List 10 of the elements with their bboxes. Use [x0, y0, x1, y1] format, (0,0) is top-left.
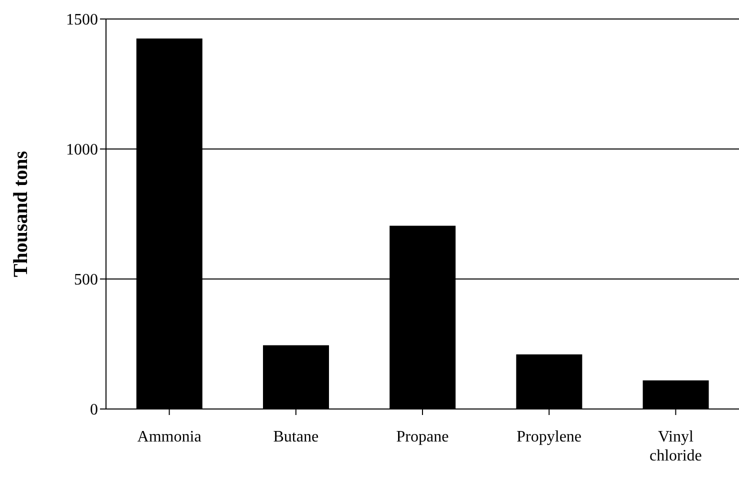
x-tick-label: Butane: [273, 428, 319, 446]
y-tick-label: 0: [90, 402, 98, 419]
y-tick-label: 1500: [66, 12, 98, 29]
y-tick-label: 500: [74, 272, 98, 289]
y-axis-title: Thousand tons: [10, 150, 32, 278]
y-tick-label: 1000: [66, 142, 98, 159]
x-tick-label: Propane: [396, 428, 449, 446]
x-tick-label: Ammonia: [137, 428, 202, 446]
x-tick-label: Vinyl chloride: [649, 428, 702, 465]
x-tick-label: Propylene: [516, 428, 582, 446]
